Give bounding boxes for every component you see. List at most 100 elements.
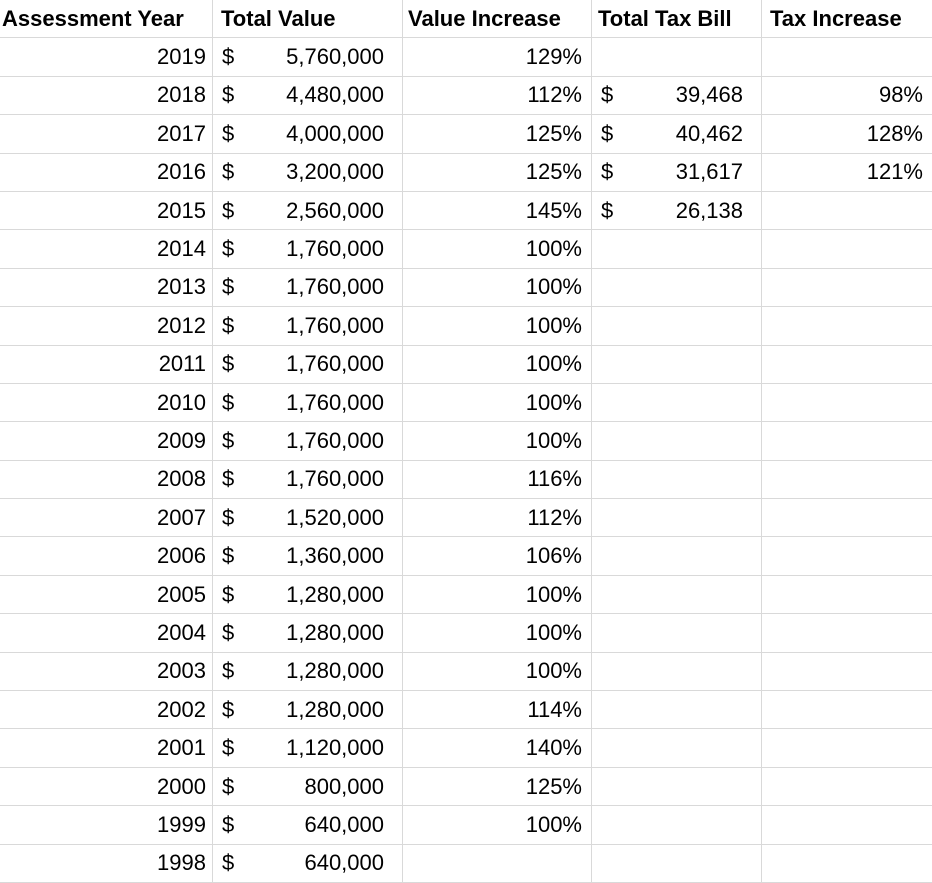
cell-assessment-year[interactable]: 2002 <box>0 691 213 730</box>
cell-value-increase[interactable]: 100% <box>403 230 592 269</box>
cell-assessment-year[interactable]: 2004 <box>0 614 213 653</box>
cell-value-increase[interactable]: 145% <box>403 191 592 231</box>
header-total-value[interactable]: Total Value <box>213 0 403 39</box>
cell-total-tax-bill[interactable] <box>592 383 762 423</box>
cell-assessment-year[interactable]: 2013 <box>0 268 213 308</box>
cell-total-tax-bill[interactable]: $40,462 <box>592 115 762 154</box>
cell-assessment-year[interactable]: 2000 <box>0 767 213 807</box>
cell-total-tax-bill[interactable] <box>592 499 762 538</box>
cell-total-value[interactable]: $1,760,000 <box>213 345 403 384</box>
cell-value-increase[interactable]: 114% <box>403 691 592 730</box>
cell-total-value[interactable]: $1,760,000 <box>213 460 403 500</box>
cell-total-value[interactable]: $1,520,000 <box>213 499 403 538</box>
cell-tax-increase[interactable] <box>762 499 932 538</box>
cell-total-value[interactable]: $1,280,000 <box>213 575 403 615</box>
cell-value-increase[interactable]: 116% <box>403 460 592 500</box>
cell-assessment-year[interactable]: 2010 <box>0 383 213 423</box>
cell-total-tax-bill[interactable] <box>592 38 762 77</box>
cell-total-tax-bill[interactable] <box>592 729 762 768</box>
cell-tax-increase[interactable] <box>762 575 932 615</box>
cell-assessment-year[interactable]: 1999 <box>0 806 213 845</box>
header-assessment-year[interactable]: Assessment Year <box>0 0 213 39</box>
cell-tax-increase[interactable] <box>762 383 932 423</box>
cell-assessment-year[interactable]: 2015 <box>0 191 213 231</box>
cell-tax-increase[interactable] <box>762 345 932 384</box>
cell-assessment-year[interactable]: 2007 <box>0 499 213 538</box>
cell-total-value[interactable]: $1,760,000 <box>213 383 403 423</box>
cell-total-tax-bill[interactable] <box>592 652 762 692</box>
cell-value-increase[interactable]: 100% <box>403 268 592 308</box>
cell-total-tax-bill[interactable] <box>592 345 762 384</box>
cell-value-increase[interactable]: 125% <box>403 767 592 807</box>
header-tax-increase[interactable]: Tax Increase <box>762 0 932 39</box>
cell-value-increase[interactable]: 100% <box>403 614 592 653</box>
cell-tax-increase[interactable] <box>762 806 932 845</box>
cell-total-value[interactable]: $1,280,000 <box>213 691 403 730</box>
cell-value-increase[interactable]: 100% <box>403 307 592 346</box>
cell-tax-increase[interactable] <box>762 268 932 308</box>
cell-assessment-year[interactable]: 2009 <box>0 422 213 461</box>
cell-total-value[interactable]: $2,560,000 <box>213 191 403 231</box>
cell-assessment-year[interactable]: 2011 <box>0 345 213 384</box>
cell-total-tax-bill[interactable] <box>592 307 762 346</box>
cell-assessment-year[interactable]: 2008 <box>0 460 213 500</box>
cell-total-tax-bill[interactable]: $31,617 <box>592 153 762 192</box>
cell-assessment-year[interactable]: 1998 <box>0 844 213 883</box>
cell-value-increase[interactable]: 112% <box>403 76 592 116</box>
cell-total-tax-bill[interactable] <box>592 422 762 461</box>
cell-tax-increase[interactable] <box>762 307 932 346</box>
cell-total-value[interactable]: $640,000 <box>213 806 403 845</box>
cell-value-increase[interactable]: 100% <box>403 345 592 384</box>
cell-total-value[interactable]: $1,360,000 <box>213 537 403 576</box>
header-total-tax-bill[interactable]: Total Tax Bill <box>592 0 762 39</box>
header-value-increase[interactable]: Value Increase <box>403 0 592 39</box>
cell-tax-increase[interactable] <box>762 614 932 653</box>
cell-assessment-year[interactable]: 2016 <box>0 153 213 192</box>
cell-tax-increase[interactable] <box>762 844 932 883</box>
cell-tax-increase[interactable] <box>762 537 932 576</box>
cell-tax-increase[interactable] <box>762 191 932 231</box>
cell-total-value[interactable]: $4,480,000 <box>213 76 403 116</box>
cell-total-value[interactable]: $1,760,000 <box>213 307 403 346</box>
cell-total-value[interactable]: $800,000 <box>213 767 403 807</box>
cell-total-tax-bill[interactable] <box>592 537 762 576</box>
cell-total-tax-bill[interactable] <box>592 844 762 883</box>
cell-total-value[interactable]: $4,000,000 <box>213 115 403 154</box>
cell-total-tax-bill[interactable] <box>592 691 762 730</box>
cell-tax-increase[interactable]: 98% <box>762 76 932 116</box>
cell-tax-increase[interactable] <box>762 38 932 77</box>
cell-assessment-year[interactable]: 2014 <box>0 230 213 269</box>
cell-tax-increase[interactable] <box>762 460 932 500</box>
cell-total-tax-bill[interactable] <box>592 230 762 269</box>
cell-total-tax-bill[interactable] <box>592 460 762 500</box>
cell-total-value[interactable]: $1,760,000 <box>213 268 403 308</box>
cell-assessment-year[interactable]: 2003 <box>0 652 213 692</box>
cell-total-tax-bill[interactable] <box>592 268 762 308</box>
cell-assessment-year[interactable]: 2001 <box>0 729 213 768</box>
cell-value-increase[interactable]: 112% <box>403 499 592 538</box>
cell-total-value[interactable]: $640,000 <box>213 844 403 883</box>
cell-assessment-year[interactable]: 2012 <box>0 307 213 346</box>
cell-tax-increase[interactable] <box>762 652 932 692</box>
cell-value-increase[interactable]: 100% <box>403 575 592 615</box>
cell-assessment-year[interactable]: 2018 <box>0 76 213 116</box>
cell-total-tax-bill[interactable] <box>592 614 762 653</box>
cell-total-tax-bill[interactable]: $39,468 <box>592 76 762 116</box>
cell-tax-increase[interactable] <box>762 691 932 730</box>
cell-tax-increase[interactable]: 121% <box>762 153 932 192</box>
cell-total-value[interactable]: $1,280,000 <box>213 614 403 653</box>
cell-value-increase[interactable]: 106% <box>403 537 592 576</box>
cell-total-value[interactable]: $1,120,000 <box>213 729 403 768</box>
cell-assessment-year[interactable]: 2017 <box>0 115 213 154</box>
cell-value-increase[interactable]: 129% <box>403 38 592 77</box>
cell-total-tax-bill[interactable] <box>592 806 762 845</box>
cell-value-increase[interactable]: 100% <box>403 806 592 845</box>
cell-value-increase[interactable]: 100% <box>403 652 592 692</box>
cell-total-value[interactable]: $3,200,000 <box>213 153 403 192</box>
cell-tax-increase[interactable] <box>762 230 932 269</box>
cell-total-tax-bill[interactable] <box>592 575 762 615</box>
cell-total-value[interactable]: $1,280,000 <box>213 652 403 692</box>
cell-tax-increase[interactable]: 128% <box>762 115 932 154</box>
cell-value-increase[interactable]: 140% <box>403 729 592 768</box>
cell-total-tax-bill[interactable] <box>592 767 762 807</box>
